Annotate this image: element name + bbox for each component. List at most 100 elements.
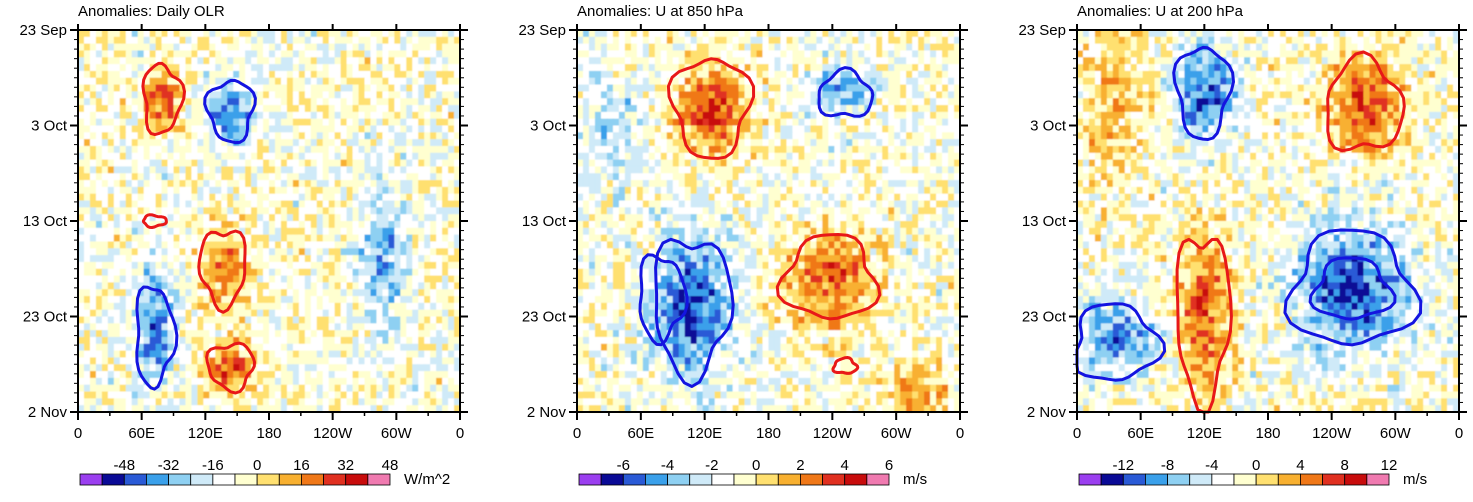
field-cell <box>203 378 210 385</box>
field-cell <box>341 85 348 92</box>
field-cell <box>203 37 210 44</box>
field-cell <box>359 317 366 324</box>
field-cell <box>263 173 270 180</box>
field-cell <box>108 91 115 98</box>
field-cell <box>828 57 835 64</box>
field-cell <box>269 146 276 153</box>
field-cell <box>924 44 931 51</box>
field-cell <box>263 289 270 296</box>
field-cell <box>245 357 252 364</box>
field-cell <box>888 30 895 37</box>
field-cell <box>792 126 799 133</box>
field-cell <box>174 201 181 208</box>
field-cell <box>418 235 425 242</box>
field-cell <box>900 64 907 71</box>
field-cell <box>233 112 240 119</box>
field-cell <box>643 30 650 37</box>
field-cell <box>281 119 288 126</box>
field-cell <box>191 126 198 133</box>
field-cell <box>275 180 282 187</box>
field-cell <box>673 57 680 64</box>
field-cell <box>132 282 139 289</box>
field-cell <box>263 371 270 378</box>
field-cell <box>376 303 383 310</box>
field-cell <box>120 351 127 358</box>
field-cell <box>84 371 91 378</box>
field-cell <box>162 187 169 194</box>
field-cell <box>365 85 372 92</box>
field-cell <box>442 330 449 337</box>
field-cell <box>126 241 133 248</box>
field-cell <box>442 310 449 317</box>
field-cell <box>233 64 240 71</box>
field-cell <box>448 289 455 296</box>
field-cell <box>335 57 342 64</box>
field-cell <box>828 105 835 112</box>
field-cell <box>786 30 793 37</box>
field-cell <box>359 57 366 64</box>
field-cell <box>203 57 210 64</box>
field-cell <box>108 337 115 344</box>
field-cell <box>442 323 449 330</box>
field-cell <box>329 139 336 146</box>
field-cell <box>424 57 431 64</box>
field-cell <box>418 282 425 289</box>
field-cell <box>924 57 931 64</box>
field-cell <box>769 30 776 37</box>
field-cell <box>281 71 288 78</box>
field-cell <box>436 119 443 126</box>
field-cell <box>607 132 614 139</box>
field-cell <box>197 330 204 337</box>
field-cell <box>209 139 216 146</box>
field-cell <box>275 37 282 44</box>
field-cell <box>589 160 596 167</box>
field-cell <box>335 132 342 139</box>
field-cell <box>601 78 608 85</box>
field-cell <box>233 357 240 364</box>
field-cell <box>412 262 419 269</box>
field-cell <box>144 57 151 64</box>
field-cell <box>828 44 835 51</box>
field-cell <box>370 248 377 255</box>
field-cell <box>209 57 216 64</box>
field-cell <box>215 351 222 358</box>
field-cell <box>126 289 133 296</box>
field-cell <box>323 30 330 37</box>
field-cell <box>239 126 246 133</box>
field-cell <box>251 160 258 167</box>
field-cell <box>679 37 686 44</box>
field-cell <box>412 214 419 221</box>
field-cell <box>412 166 419 173</box>
field-cell <box>341 112 348 119</box>
field-cell <box>293 78 300 85</box>
field-cell <box>786 112 793 119</box>
field-cell <box>649 139 656 146</box>
field-cell <box>257 132 264 139</box>
field-cell <box>96 44 103 51</box>
field-cell <box>251 30 258 37</box>
field-cell <box>353 269 360 276</box>
field-cell <box>745 30 752 37</box>
field-cell <box>269 153 276 160</box>
field-cell <box>353 296 360 303</box>
field-cell <box>418 255 425 262</box>
field-cell <box>323 221 330 228</box>
field-cell <box>412 71 419 78</box>
field-cell <box>370 153 377 160</box>
field-cell <box>900 57 907 64</box>
field-cell <box>299 255 306 262</box>
field-cell <box>120 235 127 242</box>
field-cell <box>858 57 865 64</box>
field-cell <box>245 44 252 51</box>
field-cell <box>269 371 276 378</box>
field-cell <box>209 173 216 180</box>
field-cell <box>185 160 192 167</box>
field-cell <box>323 330 330 337</box>
field-cell <box>317 310 324 317</box>
field-cell <box>239 57 246 64</box>
field-cell <box>359 392 366 399</box>
field-cell <box>424 323 431 330</box>
field-cell <box>275 282 282 289</box>
field-cell <box>382 214 389 221</box>
field-cell <box>150 371 157 378</box>
